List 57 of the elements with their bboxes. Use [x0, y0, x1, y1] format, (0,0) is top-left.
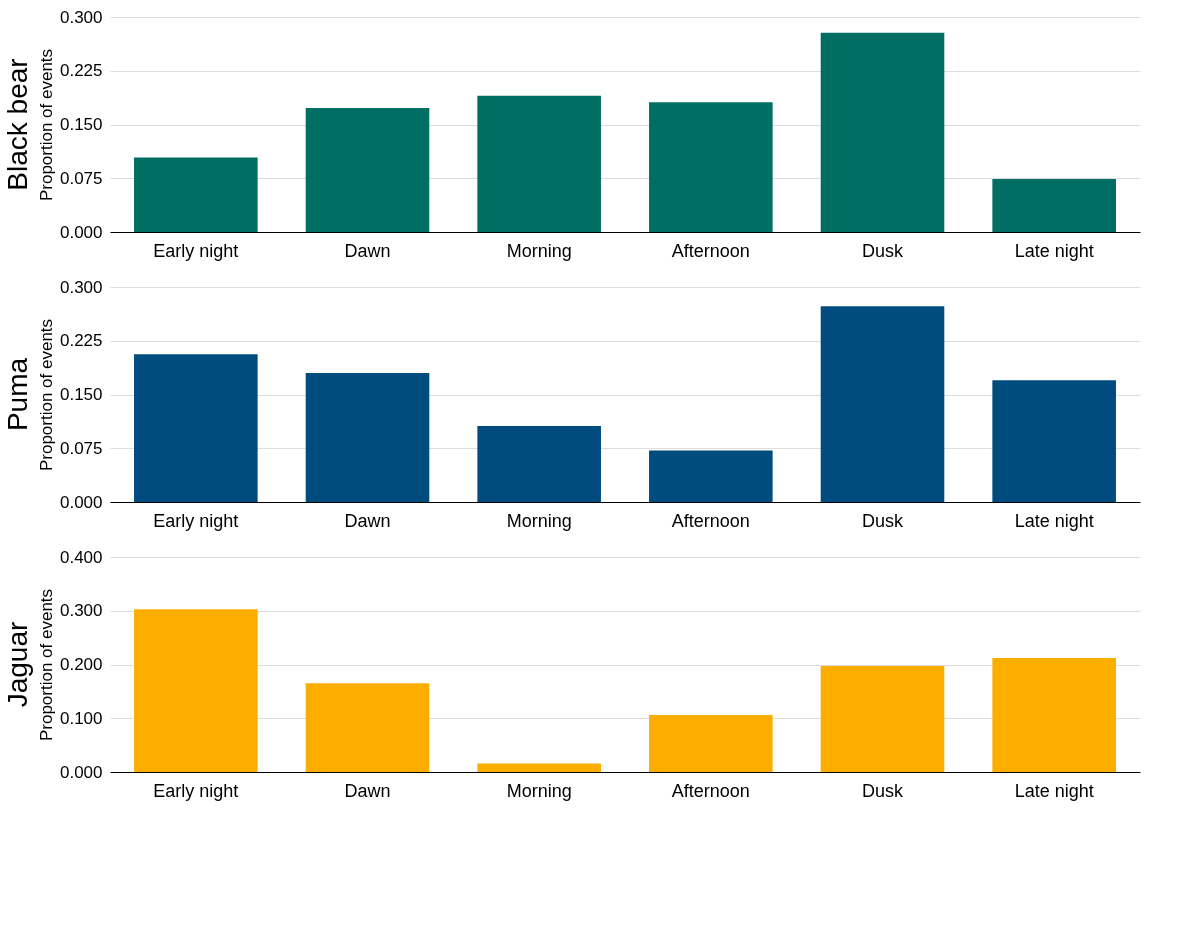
x-tick-label: Early night: [153, 240, 239, 261]
x-tick-label: Dawn: [344, 510, 391, 531]
bar: [305, 108, 430, 232]
x-tick-label: Early night: [153, 780, 239, 801]
y-tick-label: 0.225: [59, 61, 103, 81]
y-tick-label: 0.150: [59, 115, 103, 134]
x-tick-label: Late night: [1014, 240, 1094, 261]
bar: [820, 32, 945, 232]
bar: [649, 450, 773, 502]
bar: [820, 306, 945, 502]
y-tick-label: 0.300: [59, 601, 103, 621]
bar: [134, 354, 258, 502]
y-tick-label: 0.000: [59, 492, 103, 512]
bar: [649, 102, 773, 232]
text: Black bear: [2, 58, 34, 191]
x-tick-label: Dusk: [861, 780, 904, 801]
y-axis-title: Proportion of events: [36, 588, 56, 742]
bar: [305, 683, 430, 772]
x-tick-label: Morning: [506, 510, 572, 531]
y-tick-label: 0.075: [59, 438, 103, 458]
bar: [992, 380, 1116, 502]
bar: [477, 763, 601, 772]
bar: [992, 658, 1116, 772]
bar: [992, 178, 1116, 232]
x-tick-label: Morning: [506, 780, 572, 801]
x-tick-label: Dawn: [344, 240, 391, 261]
x-tick-label: Afternoon: [671, 240, 750, 261]
y-tick-label: 0.300: [59, 7, 103, 27]
x-tick-label: Late night: [1014, 510, 1094, 531]
x-tick-label: Afternoon: [671, 780, 750, 801]
y-tick-label: 0.075: [59, 168, 103, 188]
x-tick-label: Dusk: [861, 240, 904, 261]
x-tick-label: Dawn: [344, 780, 391, 801]
bar: [820, 666, 945, 772]
bar: [134, 609, 258, 772]
x-tick-label: Morning: [506, 240, 572, 261]
bar: [649, 715, 773, 772]
y-tick-label: 0.300: [59, 277, 103, 297]
x-tick-label: Afternoon: [671, 510, 750, 531]
y-tick-label: 0.200: [59, 655, 103, 674]
text: Puma: [2, 357, 34, 432]
text: Jaguar: [2, 621, 34, 708]
bar: [305, 373, 430, 502]
y-tick-label: 0.100: [59, 708, 103, 728]
x-tick-label: Early night: [153, 510, 239, 531]
bar: [477, 95, 601, 232]
x-tick-label: Late night: [1014, 780, 1094, 801]
y-tick-label: 0.150: [59, 385, 103, 404]
y-tick-label: 0.225: [59, 331, 103, 351]
y-tick-label: 0.000: [59, 222, 103, 242]
bar: [477, 426, 601, 502]
y-axis-title: Proportion of events: [36, 318, 56, 472]
y-axis-title: Proportion of events: [36, 48, 56, 202]
y-tick-label: 0.000: [59, 762, 103, 782]
y-tick-label: 0.400: [59, 547, 103, 567]
bar: [134, 157, 258, 232]
x-tick-label: Dusk: [861, 510, 904, 531]
